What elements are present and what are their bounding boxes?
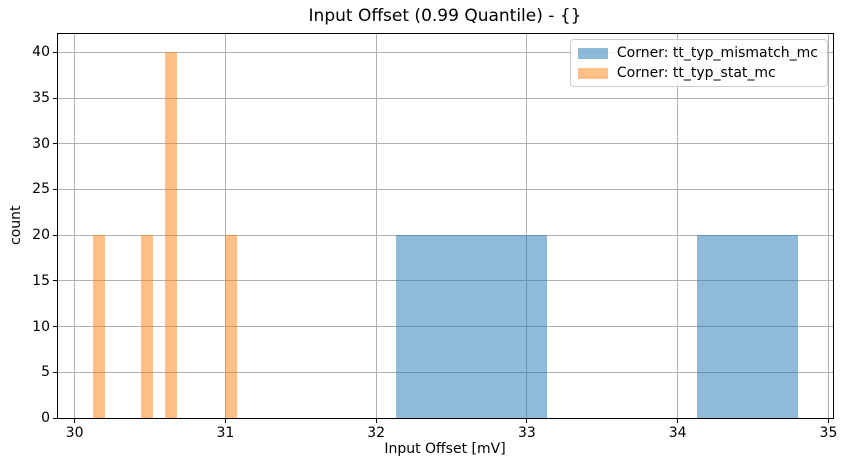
legend-item-mismatch: Corner: tt_typ_mismatch_mc	[577, 45, 818, 61]
gridline-vertical	[677, 34, 679, 418]
x-tick-mark	[74, 418, 76, 423]
x-tick-label: 35	[819, 425, 838, 441]
y-tick-label: 10	[32, 318, 50, 335]
x-tick-label: 34	[668, 425, 687, 441]
y-tick-label: 35	[32, 90, 50, 106]
y-tick-mark	[53, 97, 58, 99]
y-tick-label: 0	[41, 410, 50, 426]
y-tick-mark	[53, 51, 58, 53]
y-tick-label: 15	[32, 272, 50, 289]
x-tick-mark	[827, 418, 829, 423]
legend: Corner: tt_typ_mismatch_mc Corner: tt_ty…	[569, 39, 828, 87]
y-tick-mark	[53, 417, 58, 419]
histogram-bar	[225, 235, 238, 418]
histogram-bar	[140, 235, 153, 418]
gridline-horizontal	[58, 51, 833, 53]
x-tick-label: 32	[367, 425, 386, 441]
gridline-vertical	[224, 34, 226, 418]
legend-label-mismatch: Corner: tt_typ_mismatch_mc	[616, 45, 818, 61]
x-tick-mark	[375, 418, 377, 423]
x-tick-label: 31	[216, 425, 235, 441]
y-tick-label: 20	[32, 227, 50, 244]
legend-label-stat: Corner: tt_typ_stat_mc	[616, 65, 776, 81]
legend-swatch-1	[577, 67, 608, 79]
histogram-bar	[395, 235, 547, 418]
y-tick-mark	[53, 326, 58, 328]
x-tick-mark	[677, 418, 679, 423]
gridline-horizontal	[58, 234, 833, 236]
y-tick-mark	[53, 143, 58, 145]
gridline-horizontal	[58, 97, 833, 99]
legend-item-stat: Corner: tt_typ_stat_mc	[577, 65, 818, 81]
gridline-horizontal	[58, 188, 833, 190]
plot-area: Corner: tt_typ_mismatch_mc Corner: tt_ty…	[32, 33, 837, 441]
chart-title: Input Offset (0.99 Quantile) - {}	[308, 6, 582, 26]
y-tick-label: 40	[32, 44, 50, 61]
x-tick-label: 30	[65, 425, 84, 441]
x-tick-label: 33	[517, 425, 536, 441]
y-tick-mark	[53, 234, 58, 236]
y-tick-label: 25	[32, 181, 50, 198]
gridline-vertical	[827, 34, 829, 418]
x-tick-mark	[526, 418, 528, 423]
gridline-vertical	[526, 34, 528, 418]
gridline-vertical	[375, 34, 377, 418]
y-tick-label: 30	[32, 135, 50, 152]
y-tick-label: 5	[41, 364, 50, 381]
y-tick-mark	[53, 371, 58, 373]
gridline-vertical	[74, 34, 76, 418]
y-tick-mark	[53, 188, 58, 190]
x-tick-mark	[224, 418, 226, 423]
gridline-horizontal	[58, 143, 833, 145]
histogram-bar	[165, 52, 178, 418]
x-axis-label: Input Offset [mV]	[384, 441, 506, 457]
y-tick-mark	[53, 280, 58, 282]
histogram-bar	[92, 235, 105, 418]
histogram-bar	[697, 235, 799, 418]
legend-swatch-0	[577, 47, 608, 59]
